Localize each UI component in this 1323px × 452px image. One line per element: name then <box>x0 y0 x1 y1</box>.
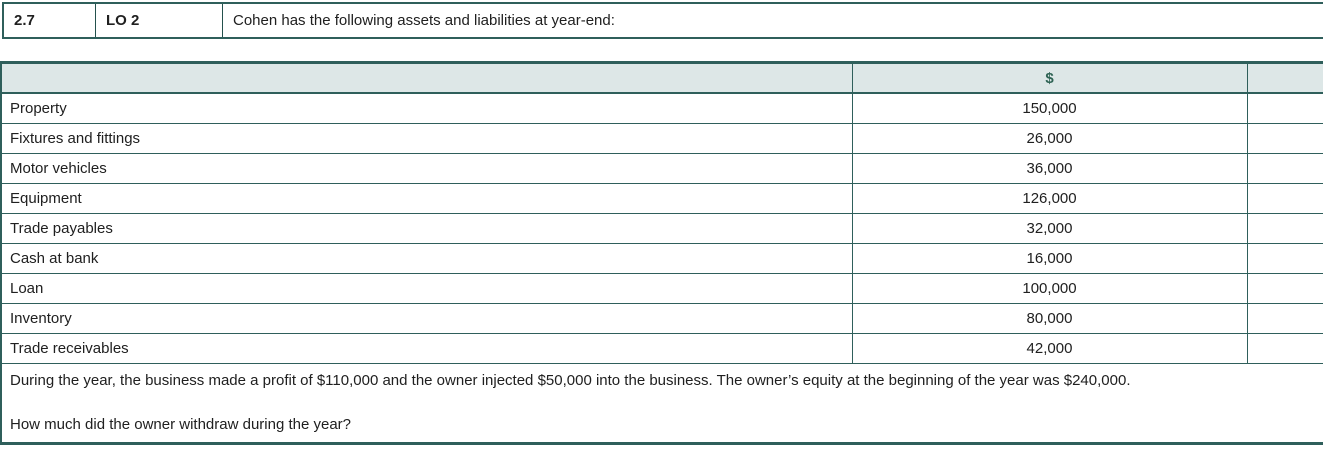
item-amount: 26,000 <box>851 123 1248 154</box>
exercise-prompt: Cohen has the following assets and liabi… <box>233 12 615 29</box>
item-amount: 32,000 <box>851 213 1248 244</box>
item-amount: 150,000 <box>851 92 1248 124</box>
blank-cell <box>1246 213 1323 244</box>
item-label: Trade receivables <box>0 333 853 364</box>
table-row: Fixtures and fittings 26,000 <box>0 123 1323 154</box>
table-row: Motor vehicles 36,000 <box>0 153 1323 184</box>
item-amount: 80,000 <box>851 303 1248 334</box>
table-footer-row: During the year, the business made a pro… <box>0 363 1323 444</box>
item-column-header <box>0 62 853 94</box>
item-amount: 36,000 <box>851 153 1248 184</box>
table-row: Equipment 126,000 <box>0 183 1323 214</box>
note-text: During the year, the business made a pro… <box>10 372 1131 389</box>
blank-cell <box>1246 333 1323 364</box>
blank-cell <box>1246 243 1323 274</box>
item-label: Equipment <box>0 183 853 214</box>
table-row: Cash at bank 16,000 <box>0 243 1323 274</box>
item-amount: 16,000 <box>851 243 1248 274</box>
blank-cell <box>1246 153 1323 184</box>
item-label: Loan <box>0 273 853 304</box>
table-row: Property 150,000 <box>0 92 1323 124</box>
amount-column-header: $ <box>851 62 1248 94</box>
item-label: Inventory <box>0 303 853 334</box>
footer-cell: During the year, the business made a pro… <box>0 363 1323 444</box>
learning-objective-badge: LO 2 <box>96 4 223 37</box>
blank-cell <box>1246 303 1323 334</box>
table-row: Trade receivables 42,000 <box>0 333 1323 364</box>
item-label: Fixtures and fittings <box>0 123 853 154</box>
item-amount: 42,000 <box>851 333 1248 364</box>
item-label: Trade payables <box>0 213 853 244</box>
table-row: Inventory 80,000 <box>0 303 1323 334</box>
item-label: Property <box>0 92 853 124</box>
assets-liabilities-table: $ Property 150,000 Fixtures and fittings… <box>0 61 1323 445</box>
exercise-header-row: 2.7 LO 2 Cohen has the following assets … <box>2 2 1323 39</box>
blank-cell <box>1246 183 1323 214</box>
item-amount: 100,000 <box>851 273 1248 304</box>
item-amount: 126,000 <box>851 183 1248 214</box>
blank-cell <box>1246 92 1323 124</box>
item-label: Cash at bank <box>0 243 853 274</box>
table-row: Trade payables 32,000 <box>0 213 1323 244</box>
blank-cell <box>1246 273 1323 304</box>
table-row: Loan 100,000 <box>0 273 1323 304</box>
question-text: How much did the owner withdraw during t… <box>10 416 352 433</box>
table-header-row: $ <box>0 62 1323 94</box>
exercise-number: 2.7 <box>4 4 96 37</box>
item-label: Motor vehicles <box>0 153 853 184</box>
blank-cell <box>1246 123 1323 154</box>
blank-column-header <box>1246 62 1323 94</box>
